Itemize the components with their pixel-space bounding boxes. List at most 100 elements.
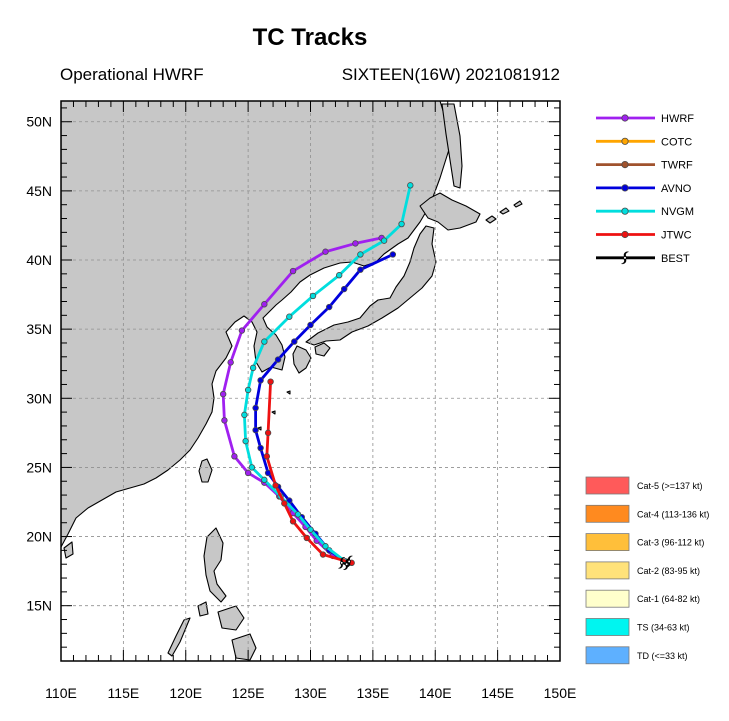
kuril-islands bbox=[485, 200, 523, 224]
japan-honshu bbox=[305, 225, 437, 346]
x-tick-label: 110E bbox=[45, 685, 77, 701]
track-point-avno bbox=[257, 377, 264, 384]
track-point-nvgm bbox=[261, 338, 268, 345]
track-point-nvgm bbox=[380, 237, 388, 244]
track-point-jtwc bbox=[264, 429, 272, 437]
intensity-label: Cat-4 (113-136 kt) bbox=[637, 509, 709, 519]
legend-label-best: BEST bbox=[661, 253, 690, 265]
track-point-avno bbox=[291, 338, 298, 345]
intensity-label: TS (34-63 kt) bbox=[637, 623, 690, 633]
track-point-hwrf bbox=[219, 390, 227, 398]
intensity-label: TD (<=33 kt) bbox=[637, 651, 688, 661]
track-point-nvgm bbox=[242, 437, 249, 445]
philippines-palawan bbox=[167, 617, 191, 657]
chart-subtitle-right: SIXTEEN(16W) 2021081912 bbox=[342, 65, 560, 84]
legend-marker-avno bbox=[621, 184, 629, 192]
hainan-island bbox=[63, 541, 74, 559]
track-point-nvgm bbox=[357, 251, 364, 258]
intensity-swatch bbox=[585, 561, 630, 580]
x-tick-label: 125E bbox=[232, 685, 265, 701]
track-point-hwrf bbox=[261, 301, 268, 308]
japan-kyushu bbox=[292, 345, 312, 374]
track-point-hwrf bbox=[238, 327, 246, 334]
mainland-china-landmass bbox=[61, 101, 453, 548]
legend-marker-best bbox=[620, 251, 630, 265]
x-tick-label: 140E bbox=[419, 685, 452, 701]
track-point-jtwc bbox=[289, 518, 297, 525]
track-point-jtwc bbox=[272, 482, 279, 489]
y-tick-label: 15N bbox=[26, 598, 52, 614]
track-point-hwrf bbox=[244, 469, 252, 477]
track-point-avno bbox=[357, 266, 364, 273]
y-tick-label: 45N bbox=[26, 183, 52, 199]
track-point-jtwc bbox=[303, 534, 310, 542]
intensity-swatch bbox=[585, 618, 630, 636]
axis-tick-labels: 110E 115E 120E 125E 130E 135E 140E 145E 150E 15N 2… bbox=[26, 114, 576, 701]
intensity-swatch bbox=[585, 646, 630, 665]
intensity-label: Cat-2 (83-95 kt) bbox=[637, 566, 700, 576]
legend-marker-cotc bbox=[621, 137, 629, 145]
intensity-swatch bbox=[585, 504, 630, 523]
chart-title: TC Tracks bbox=[253, 24, 368, 51]
philippines-luzon bbox=[203, 527, 227, 603]
legend-marker-hwrf bbox=[621, 114, 629, 122]
track-point-avno bbox=[274, 356, 282, 363]
track-point-hwrf bbox=[227, 359, 234, 366]
x-tick-label: 120E bbox=[169, 685, 202, 701]
legend-label-jtwc: JTWC bbox=[661, 230, 692, 242]
legend-label-twrf: TWRF bbox=[661, 160, 693, 172]
x-tick-label: 145E bbox=[481, 685, 514, 701]
track-point-nvgm bbox=[407, 182, 414, 189]
intensity-legend: Cat-5 (>=137 kt) Cat-4 (113-136 kt) Cat-3 … bbox=[585, 476, 709, 665]
track-point-nvgm bbox=[398, 220, 405, 228]
track-point-nvgm bbox=[307, 526, 314, 533]
track-point-nvgm bbox=[322, 543, 329, 550]
track-marker-best bbox=[337, 557, 346, 569]
track-point-nvgm bbox=[335, 272, 343, 279]
track-point-hwrf bbox=[352, 240, 359, 247]
japan-hokkaido bbox=[419, 192, 481, 231]
track-point-nvgm bbox=[286, 313, 293, 320]
track-marker-best bbox=[342, 558, 351, 570]
track-point-jtwc bbox=[267, 378, 274, 385]
intensity-label: Cat-3 (96-112 kt) bbox=[637, 538, 704, 548]
philippines-visayas bbox=[217, 605, 245, 631]
sakhalin-island bbox=[441, 103, 463, 189]
track-point-jtwc bbox=[263, 453, 271, 460]
y-tick-label: 25N bbox=[26, 459, 52, 475]
legend-marker-nvgm bbox=[621, 207, 629, 215]
track-point-avno bbox=[307, 321, 314, 329]
intensity-label: Cat-5 (>=137 kt) bbox=[637, 481, 703, 491]
track-point-nvgm bbox=[294, 511, 302, 518]
x-tick-label: 150E bbox=[544, 685, 577, 701]
x-tick-label: 130E bbox=[294, 685, 327, 701]
track-point-avno bbox=[252, 426, 259, 434]
track-point-jtwc bbox=[281, 500, 288, 507]
legend-marker-twrf bbox=[621, 161, 629, 169]
track-point-avno bbox=[389, 251, 397, 258]
taiwan-island bbox=[198, 458, 213, 483]
track-point-nvgm bbox=[244, 386, 252, 394]
track-point-nvgm bbox=[241, 411, 248, 419]
track-point-avno bbox=[252, 404, 259, 412]
track-point-hwrf bbox=[231, 453, 238, 460]
track-point-nvgm bbox=[249, 364, 257, 372]
y-tick-label: 50N bbox=[26, 114, 52, 130]
track-point-nvgm bbox=[261, 476, 268, 484]
y-tick-label: 20N bbox=[26, 529, 52, 545]
grid-lines bbox=[61, 101, 560, 661]
track-point-hwrf bbox=[289, 267, 297, 275]
model-legend: HWRF COTC TWRF AVNO NVGM JTWC BEST bbox=[596, 113, 694, 265]
y-tick-label: 30N bbox=[26, 390, 52, 406]
chart-subtitle-left: Operational HWRF bbox=[60, 65, 204, 84]
track-point-avno bbox=[340, 285, 348, 293]
legend-label-cotc: COTC bbox=[661, 136, 692, 148]
legend-label-nvgm: NVGM bbox=[661, 206, 694, 218]
y-tick-label: 40N bbox=[26, 252, 52, 268]
x-tick-label: 115E bbox=[108, 685, 140, 701]
intensity-swatch bbox=[585, 589, 630, 608]
axis-ticks bbox=[60, 101, 561, 662]
intensity-swatch bbox=[585, 476, 630, 495]
legend-label-hwrf: HWRF bbox=[661, 113, 694, 125]
